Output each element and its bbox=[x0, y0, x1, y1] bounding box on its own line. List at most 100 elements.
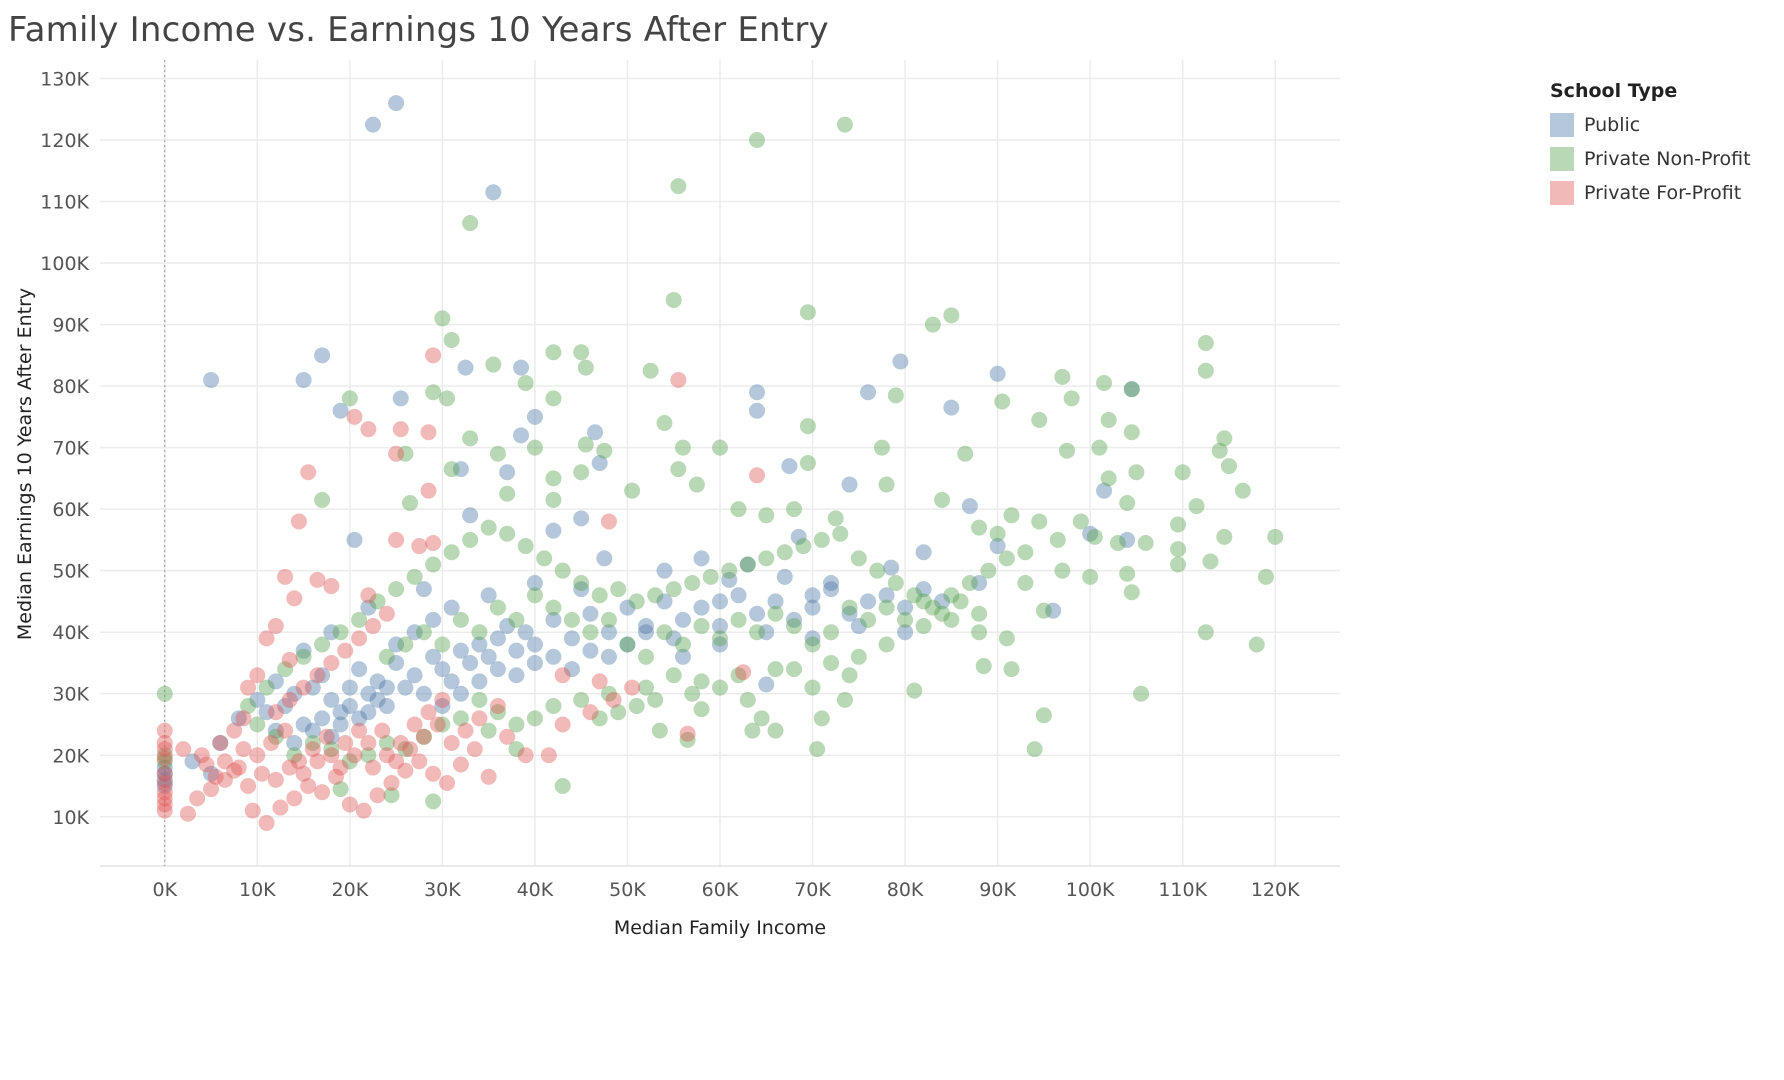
non-profit-point bbox=[1017, 574, 1034, 591]
for-profit-point bbox=[309, 667, 326, 684]
series-public bbox=[156, 95, 1140, 795]
for-profit-point bbox=[346, 408, 363, 425]
non-profit-point bbox=[1234, 482, 1251, 499]
x-axis-ticks: 0K 10K 20K 30K 40K 50K 60K 70K 80K 90K 100K 110K 120… bbox=[152, 879, 1300, 901]
public-point bbox=[249, 691, 266, 708]
non-profit-point bbox=[795, 538, 812, 555]
for-profit-point bbox=[679, 725, 696, 742]
public-point bbox=[749, 384, 766, 401]
for-profit-point bbox=[156, 790, 173, 807]
public-point bbox=[295, 716, 312, 733]
public-point bbox=[934, 593, 951, 610]
for-profit-point bbox=[300, 464, 317, 481]
for-profit-point bbox=[425, 347, 442, 364]
public-point bbox=[360, 704, 377, 721]
public-point bbox=[452, 461, 469, 478]
series-private-non-profit bbox=[156, 116, 1284, 810]
for-profit-point bbox=[277, 722, 294, 739]
non-profit-point bbox=[554, 778, 571, 795]
public-point bbox=[304, 722, 321, 739]
public-point bbox=[989, 538, 1006, 555]
for-profit-point bbox=[415, 728, 432, 745]
for-profit-point bbox=[258, 630, 275, 647]
non-profit-point bbox=[730, 501, 747, 518]
public-point bbox=[781, 458, 798, 475]
non-profit-point bbox=[730, 611, 747, 628]
non-profit-point bbox=[712, 630, 728, 647]
for-profit-point bbox=[309, 571, 326, 588]
non-profit-point bbox=[554, 562, 571, 579]
public-point bbox=[156, 765, 173, 782]
non-profit-point bbox=[1031, 513, 1048, 530]
public-point bbox=[573, 510, 590, 527]
non-profit-point bbox=[526, 587, 543, 604]
for-profit-point bbox=[249, 747, 266, 764]
non-profit-point bbox=[670, 461, 687, 478]
public-point bbox=[591, 455, 608, 471]
non-profit-point bbox=[1133, 685, 1150, 702]
non-profit-point bbox=[1123, 584, 1140, 601]
non-profit-point bbox=[156, 753, 173, 770]
for-profit-point bbox=[235, 741, 252, 758]
public-point bbox=[545, 611, 562, 628]
legend[interactable]: School Type Public Private Non-Profit Priv… bbox=[1550, 80, 1780, 210]
public-point bbox=[721, 571, 738, 588]
non-profit-point bbox=[767, 605, 784, 622]
non-profit-point bbox=[378, 648, 395, 665]
for-profit-point bbox=[323, 654, 340, 671]
for-profit-point bbox=[406, 716, 423, 733]
public-point bbox=[526, 574, 543, 591]
non-profit-point bbox=[573, 344, 590, 361]
y-tick-label: 60K bbox=[52, 499, 89, 521]
legend-label: Private Non-Profit bbox=[1584, 148, 1751, 170]
non-profit-point bbox=[434, 636, 451, 653]
non-profit-point bbox=[1119, 494, 1136, 511]
for-profit-point bbox=[388, 445, 405, 462]
public-point bbox=[804, 630, 821, 647]
non-profit-point bbox=[637, 648, 654, 665]
non-profit-point bbox=[786, 618, 803, 635]
legend-item-for-profit[interactable]: Private For-Profit bbox=[1550, 176, 1780, 210]
non-profit-point bbox=[508, 741, 525, 758]
non-profit-point bbox=[906, 587, 923, 604]
for-profit-point bbox=[295, 765, 312, 782]
x-tick-label: 30K bbox=[424, 879, 461, 901]
public-point bbox=[989, 365, 1006, 382]
public-point bbox=[203, 765, 220, 782]
legend-swatch bbox=[1550, 113, 1574, 137]
public-point bbox=[480, 587, 497, 604]
non-profit-point bbox=[1049, 531, 1066, 548]
for-profit-point bbox=[175, 741, 192, 758]
legend-item-public[interactable]: Public bbox=[1550, 108, 1780, 142]
non-profit-point bbox=[462, 215, 479, 232]
public-point bbox=[286, 685, 303, 702]
non-profit-point bbox=[836, 691, 853, 708]
public-point bbox=[804, 587, 821, 604]
non-profit-point bbox=[1059, 442, 1076, 459]
non-profit-point bbox=[924, 316, 941, 333]
non-profit-point bbox=[832, 525, 849, 542]
public-point bbox=[314, 710, 331, 727]
non-profit-point bbox=[1119, 565, 1136, 582]
for-profit-point bbox=[179, 805, 196, 822]
non-profit-point bbox=[730, 667, 747, 684]
for-profit-point bbox=[341, 796, 358, 813]
non-profit-point bbox=[915, 593, 932, 610]
public-point bbox=[267, 673, 284, 690]
for-profit-point bbox=[383, 774, 400, 791]
public-point bbox=[323, 624, 340, 641]
public-point bbox=[961, 498, 978, 515]
non-profit-point bbox=[744, 722, 761, 739]
for-profit-point bbox=[420, 424, 437, 441]
legend-item-non-profit[interactable]: Private Non-Profit bbox=[1550, 142, 1780, 176]
non-profit-point bbox=[341, 753, 358, 770]
legend-swatch bbox=[1550, 147, 1574, 171]
non-profit-point bbox=[1086, 528, 1103, 545]
public-point bbox=[1123, 381, 1140, 398]
for-profit-point bbox=[364, 759, 381, 776]
public-point bbox=[790, 528, 807, 545]
non-profit-point bbox=[924, 599, 941, 616]
public-point bbox=[656, 593, 673, 610]
non-profit-point bbox=[462, 430, 479, 447]
x-tick-label: 80K bbox=[887, 879, 924, 901]
